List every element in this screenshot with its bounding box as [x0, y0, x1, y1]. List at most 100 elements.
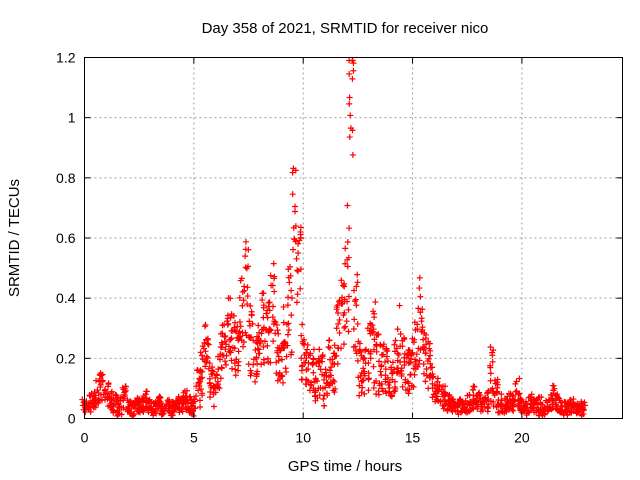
data-point: [106, 402, 113, 409]
data-point: [143, 388, 150, 395]
data-point: [224, 315, 231, 322]
data-point: [270, 260, 277, 267]
data-point: [338, 300, 345, 307]
data-point: [329, 356, 336, 363]
data-point: [231, 327, 238, 334]
data-point: [399, 337, 406, 344]
data-point: [372, 299, 379, 306]
data-point: [394, 369, 401, 376]
data-point: [271, 275, 278, 282]
data-point: [260, 304, 267, 311]
data-point: [266, 299, 273, 306]
data-point: [260, 343, 267, 350]
data-point: [340, 341, 347, 348]
data-point: [349, 75, 356, 82]
data-point: [297, 266, 304, 273]
data-point: [401, 361, 408, 368]
data-point: [146, 397, 153, 404]
data-point: [272, 319, 279, 326]
y-tick-label: 0.2: [56, 350, 76, 366]
data-point: [224, 318, 231, 325]
data-point: [228, 311, 235, 318]
data-point: [249, 320, 256, 327]
data-point: [494, 376, 501, 383]
data-point: [555, 394, 562, 401]
data-point: [534, 396, 541, 403]
data-point: [237, 333, 244, 340]
data-point: [193, 393, 200, 400]
data-point: [265, 358, 272, 365]
data-point: [107, 403, 114, 410]
data-point: [525, 408, 532, 415]
data-point: [487, 377, 494, 384]
data-point: [360, 377, 367, 384]
data-point: [352, 343, 359, 350]
data-point: [341, 283, 348, 290]
data-point: [408, 352, 415, 359]
data-point: [345, 328, 352, 335]
data-point: [498, 397, 505, 404]
data-point: [201, 357, 208, 364]
data-point: [369, 322, 376, 329]
data-point: [244, 284, 251, 291]
data-point: [264, 314, 271, 321]
data-point: [309, 361, 316, 368]
data-point: [203, 353, 210, 360]
data-point: [216, 356, 223, 363]
data-point: [209, 364, 216, 371]
data-point: [241, 287, 248, 294]
data-point: [356, 348, 363, 355]
data-point: [419, 324, 426, 331]
data-point: [403, 354, 410, 361]
data-point: [289, 169, 296, 176]
data-point: [110, 407, 117, 414]
data-point: [199, 374, 206, 381]
data-point: [538, 394, 545, 401]
data-point: [231, 360, 238, 367]
data-point: [288, 287, 295, 294]
data-point: [250, 361, 257, 368]
data-point: [522, 403, 529, 410]
data-point: [331, 378, 338, 385]
data-point: [515, 391, 522, 398]
data-point: [98, 397, 105, 404]
data-point: [374, 331, 381, 338]
data-point: [206, 360, 213, 367]
data-point: [345, 293, 352, 300]
data-point: [214, 371, 221, 378]
data-point: [446, 391, 453, 398]
data-point: [99, 377, 106, 384]
data-point: [334, 310, 341, 317]
data-point: [350, 325, 357, 332]
data-point: [509, 391, 516, 398]
data-point: [229, 344, 236, 351]
data-point: [303, 355, 310, 362]
data-point: [392, 337, 399, 344]
data-point: [377, 368, 384, 375]
data-point: [310, 369, 317, 376]
data-point: [82, 409, 89, 416]
data-point: [344, 202, 351, 209]
data-point: [339, 282, 346, 289]
y-tick-label: 0: [68, 411, 76, 427]
data-point: [494, 388, 501, 395]
data-point: [346, 134, 353, 141]
data-point: [197, 375, 204, 382]
data-point: [116, 403, 123, 410]
data-point: [388, 393, 395, 400]
data-point: [252, 378, 259, 385]
data-point: [321, 402, 328, 409]
data-point: [288, 295, 295, 302]
data-point: [414, 363, 421, 370]
data-point: [335, 320, 342, 327]
data-point: [116, 406, 123, 413]
data-point: [232, 372, 239, 379]
data-point: [497, 403, 504, 410]
data-point: [344, 263, 351, 270]
data-point: [578, 402, 585, 409]
data-point: [266, 307, 273, 314]
data-point: [355, 374, 362, 381]
data-point: [303, 376, 310, 383]
data-point: [224, 321, 231, 328]
data-point: [425, 355, 432, 362]
